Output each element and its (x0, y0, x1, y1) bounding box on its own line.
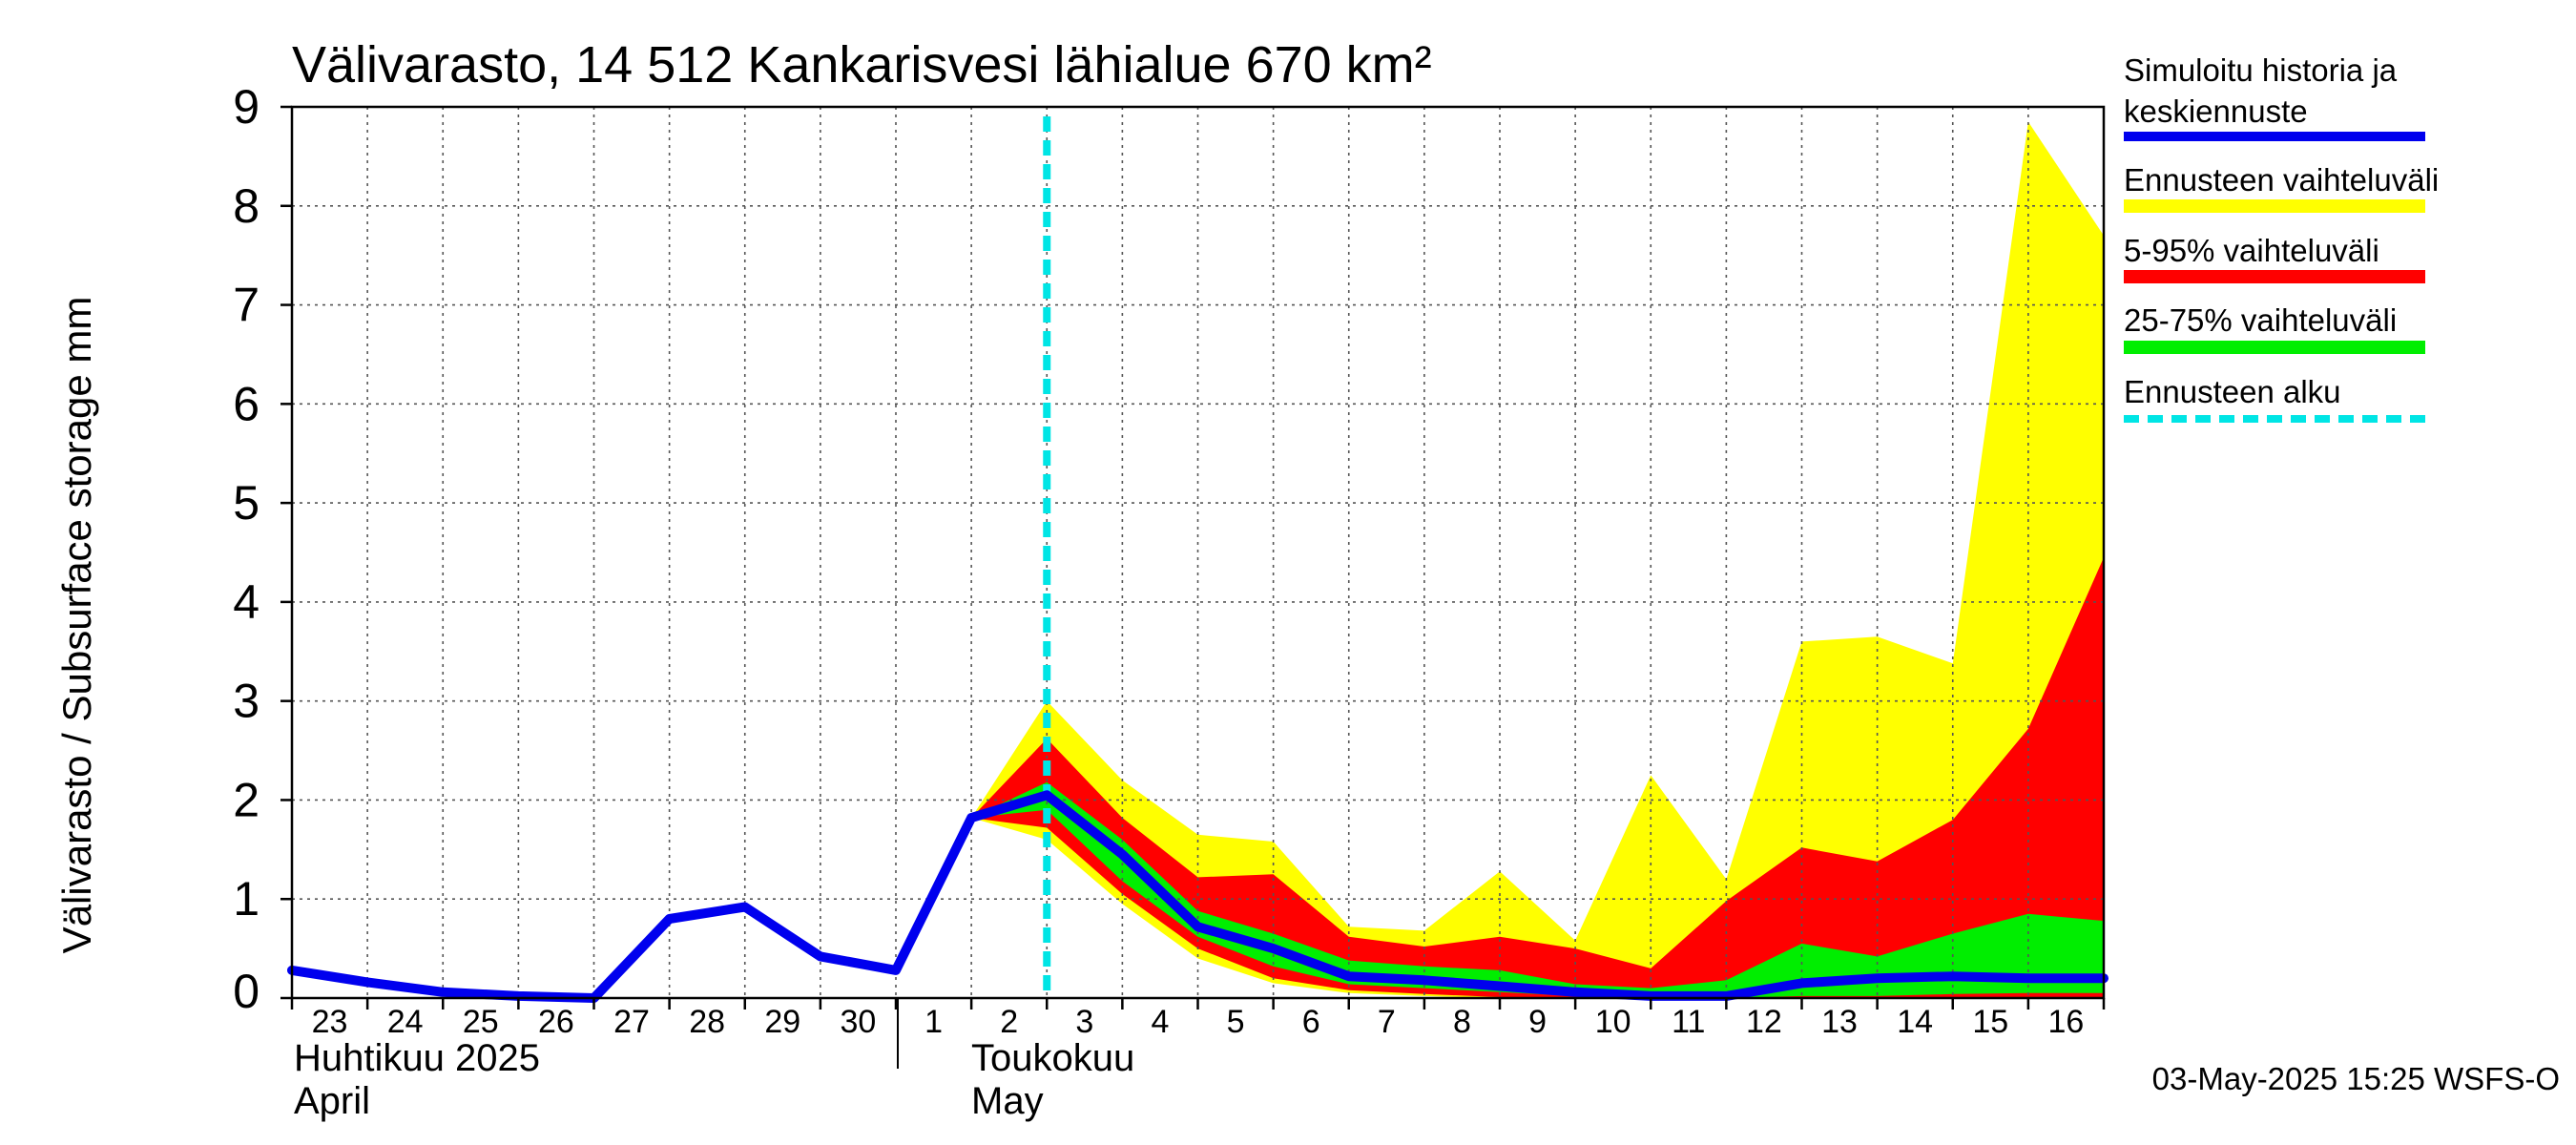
timestamp-footer: 03-May-2025 15:25 WSFS-O (2152, 1061, 2560, 1096)
legend-p25-75-label: 25-75% vaihteluväli (2124, 302, 2397, 338)
x-tick-label: 26 (538, 1004, 574, 1040)
y-tick-label: 1 (233, 872, 260, 926)
x-tick-label: 28 (689, 1004, 725, 1040)
y-tick-labels: 0 1 2 3 4 5 6 7 8 9 (233, 80, 260, 1018)
y-tick-label: 5 (233, 476, 260, 530)
month-april-fi: Huhtikuu 2025 (294, 1037, 540, 1079)
y-tick-label: 7 (233, 279, 260, 332)
legend-forecast-start-label: Ennusteen alku (2124, 374, 2341, 409)
y-axis-label: Välivarasto / Subsurface storage mm (54, 297, 99, 954)
band-forecast-range (971, 121, 2104, 999)
band-5-95 (971, 557, 2104, 998)
x-tick-label: 8 (1453, 1004, 1471, 1040)
x-tick-label: 3 (1075, 1004, 1093, 1040)
x-tick-label: 7 (1378, 1004, 1396, 1040)
x-tick-label: 14 (1897, 1004, 1933, 1040)
legend-range-label: Ennusteen vaihteluväli (2124, 162, 2439, 198)
x-tick-label: 5 (1227, 1004, 1245, 1040)
month-may-en: May (971, 1080, 1044, 1122)
legend: Simuloitu historia ja keskiennuste Ennus… (2124, 52, 2439, 423)
y-tick-label: 2 (233, 773, 260, 826)
x-tick-label: 23 (312, 1004, 348, 1040)
x-tick-label: 25 (463, 1004, 499, 1040)
month-april-en: April (294, 1080, 370, 1122)
x-tick-labels: 23 24 25 26 27 28 29 30 1 2 3 4 5 6 7 8 9 10 11 12 13 14 15 16 (312, 1004, 2085, 1040)
y-tick-label: 8 (233, 179, 260, 233)
x-tick-label: 16 (2048, 1004, 2085, 1040)
y-tick-label: 6 (233, 377, 260, 430)
x-tick-label: 9 (1528, 1004, 1547, 1040)
y-tick-label: 0 (233, 965, 260, 1018)
axes (280, 105, 2106, 1010)
grid-lines (292, 106, 2105, 998)
x-tick-label: 10 (1595, 1004, 1631, 1040)
chart-title: Välivarasto, 14 512 Kankarisvesi lähialu… (292, 36, 1432, 94)
y-tick-label: 3 (233, 675, 260, 728)
x-tick-label: 2 (1000, 1004, 1018, 1040)
x-tick-label: 12 (1746, 1004, 1782, 1040)
x-tick-label: 13 (1821, 1004, 1858, 1040)
legend-p5-95-label: 5-95% vaihteluväli (2124, 233, 2379, 268)
y-tick-label: 9 (233, 80, 260, 134)
legend-history-line2: keskiennuste (2124, 94, 2308, 129)
x-tick-label: 15 (1972, 1004, 2008, 1040)
legend-history-line1: Simuloitu historia ja (2124, 52, 2398, 88)
x-tick-label: 11 (1672, 1004, 1705, 1040)
x-tick-label: 27 (613, 1004, 650, 1040)
month-may-fi: Toukokuu (971, 1037, 1134, 1079)
x-tick-label: 30 (841, 1004, 877, 1040)
x-tick-label: 1 (924, 1004, 943, 1040)
x-tick-label: 6 (1302, 1004, 1320, 1040)
x-tick-label: 29 (764, 1004, 800, 1040)
x-tick-label: 4 (1151, 1004, 1169, 1040)
x-tick-label: 24 (387, 1004, 424, 1040)
y-tick-label: 4 (233, 575, 260, 629)
